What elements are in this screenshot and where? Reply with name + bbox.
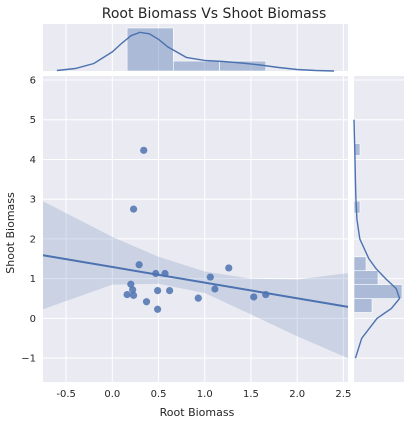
x-tick-label: 2.0 bbox=[289, 389, 305, 400]
confidence-band bbox=[43, 201, 348, 359]
y-tick-label: 0 bbox=[30, 314, 36, 325]
y-kde-curve bbox=[353, 119, 401, 359]
y-tick-label: 1 bbox=[30, 274, 36, 285]
y-tick-label: 3 bbox=[30, 195, 36, 206]
x-axis-label: Root Biomass bbox=[160, 406, 235, 419]
scatter-point bbox=[161, 269, 169, 278]
scatter-point bbox=[152, 269, 160, 278]
y-histogram-bar bbox=[353, 256, 367, 272]
x-tick-label: -0.5 bbox=[56, 389, 76, 400]
scatter-point bbox=[129, 205, 138, 213]
scatter-point bbox=[262, 290, 270, 299]
x-tick-label: 2.5 bbox=[335, 389, 351, 400]
scatter-point bbox=[154, 286, 162, 295]
scatter-point bbox=[206, 273, 214, 281]
chart-title: Root Biomass Vs Shoot Biomass bbox=[102, 6, 327, 22]
y-axis-label: Shoot Biomass bbox=[4, 192, 17, 274]
scatter-point bbox=[129, 291, 138, 299]
y-marginal-background bbox=[354, 76, 404, 382]
y-histogram-bar bbox=[353, 270, 379, 285]
scatter-point bbox=[129, 286, 137, 294]
x-tick-label: 1.0 bbox=[197, 389, 213, 400]
y-tick-label: 2 bbox=[30, 234, 36, 245]
x-marginal-distribution bbox=[43, 24, 348, 72]
y-tick-label: −1 bbox=[21, 354, 36, 365]
scatter-point bbox=[154, 305, 162, 313]
scatter-point bbox=[194, 294, 202, 302]
x-tick-label: 0.0 bbox=[104, 389, 120, 400]
scatter-point bbox=[123, 290, 131, 299]
x-tick-label: 1.5 bbox=[243, 389, 259, 400]
scatter-point bbox=[135, 261, 143, 269]
x-kde-curve bbox=[56, 31, 335, 72]
regression-line bbox=[42, 254, 349, 308]
y-marginal-distribution bbox=[353, 76, 404, 382]
scatter-regression-plot: -0.5 0.0 0.5 1.0 1.5 2.0 2.5 −1 0 1 2 3 4 5 6 bbox=[21, 75, 351, 400]
scatter-point bbox=[127, 280, 135, 288]
scatter-point bbox=[142, 298, 151, 306]
y-histogram-bar bbox=[353, 298, 373, 313]
y-histogram-bar bbox=[353, 143, 361, 156]
y-tick-label: 5 bbox=[30, 115, 36, 126]
x-tick-label: 0.5 bbox=[151, 389, 167, 400]
y-tick-label: 6 bbox=[30, 75, 36, 86]
scatter-point bbox=[166, 286, 174, 295]
scatter-point bbox=[250, 293, 258, 301]
scatter-point bbox=[225, 264, 233, 272]
scatter-point bbox=[140, 146, 148, 154]
scatter-point bbox=[211, 285, 219, 293]
y-tick-label: 4 bbox=[30, 155, 36, 166]
x-histogram-bar bbox=[173, 60, 220, 72]
